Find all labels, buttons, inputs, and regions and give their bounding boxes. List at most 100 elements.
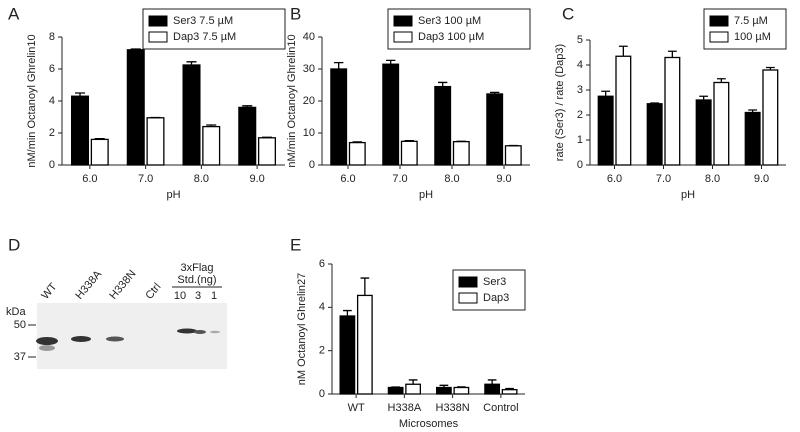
x-axis-label: pH (681, 189, 695, 201)
y-tick-label: 0 (577, 159, 583, 171)
error-bar (206, 124, 217, 127)
y-tick-label: 6 (319, 258, 325, 270)
bar (453, 386, 470, 395)
bar (504, 145, 522, 166)
blot-image (37, 303, 227, 369)
y-tick-label: 0 (49, 159, 55, 171)
y-tick-label: 8 (49, 31, 55, 43)
y-tick-label: 0 (309, 159, 315, 171)
error-bar (487, 379, 497, 385)
error-bar (457, 386, 466, 388)
bar (405, 383, 422, 395)
bar (664, 56, 681, 166)
bar (382, 63, 400, 166)
lane-label: Ctrl (143, 281, 163, 302)
bar (486, 93, 504, 166)
bar (452, 140, 470, 166)
legend-label: Dap3 100 µM (418, 31, 484, 43)
x-tick-label: H338N (436, 402, 470, 414)
legend-swatch (393, 15, 413, 27)
y-tick-label: 3 (577, 84, 583, 96)
blot-bands (36, 328, 220, 351)
legend-swatch (458, 276, 478, 288)
y-tick-label: 5 (577, 34, 583, 46)
error-bar (404, 140, 414, 142)
bar (434, 85, 452, 166)
y-tick-label: 2 (319, 345, 325, 357)
marker-label: 37 (14, 351, 26, 363)
x-tick-label: 7.0 (392, 173, 407, 185)
bar (501, 389, 518, 395)
legend-swatch (148, 31, 168, 43)
legend-swatch (393, 31, 413, 43)
x-tick-label: WT (348, 402, 365, 414)
bar (695, 99, 712, 166)
panel-letter: B (290, 4, 301, 23)
y-axis-label: nM Octanoyl Ghrelin27 (296, 273, 308, 386)
y-tick-label: 6 (49, 63, 55, 75)
bar (348, 141, 366, 166)
y-tick-label: 40 (303, 31, 315, 43)
y-tick-label: 20 (303, 95, 315, 107)
standard-label: 3xFlag (180, 262, 213, 274)
x-tick-label: 7.0 (138, 173, 153, 185)
error-bar (667, 50, 677, 58)
bar (615, 55, 632, 166)
error-bar (94, 137, 105, 140)
y-tick-label: 4 (49, 95, 55, 107)
legend-swatch (709, 31, 729, 43)
bar (484, 383, 501, 395)
marker-label: 50 (14, 319, 26, 331)
panel-letter: D (8, 235, 20, 254)
legend-label: Ser3 100 µM (418, 15, 481, 27)
x-tick-label: Control (483, 402, 518, 414)
bar (257, 137, 277, 166)
legend-label: Ser3 (483, 276, 506, 288)
y-tick-label: 1 (577, 134, 583, 146)
standard-lane: 3 (195, 290, 201, 302)
error-bar (505, 387, 514, 390)
error-bar (130, 48, 141, 50)
error-bar (186, 61, 197, 65)
error-bar (490, 91, 500, 94)
error-bar (748, 109, 758, 113)
y-tick-label: 0 (319, 388, 325, 400)
error-bar (699, 95, 709, 100)
bar (202, 125, 221, 166)
bar (762, 69, 779, 166)
bar (744, 111, 761, 166)
bar (71, 95, 90, 166)
standard-lane: 10 (174, 290, 186, 302)
x-axis-label: pH (419, 189, 433, 201)
y-tick-label: 2 (577, 109, 583, 121)
y-axis-label: nM/min Octanoyl Ghrelin10 (286, 34, 298, 167)
legend-label: 100 µM (734, 31, 771, 43)
error-bar (716, 78, 726, 83)
bar (356, 294, 373, 395)
x-tick-label: 7.0 (656, 173, 671, 185)
bar (646, 103, 663, 166)
bar (713, 81, 730, 166)
panel-letter: E (290, 235, 301, 254)
error-bar (386, 59, 396, 65)
bar (330, 68, 348, 166)
panel-letter: A (8, 4, 20, 23)
error-bar (343, 309, 352, 316)
x-tick-label: 8.0 (444, 173, 459, 185)
legend-label: 7.5 µM (734, 15, 768, 27)
x-tick-label: 6.0 (340, 173, 355, 185)
x-tick-label: 9.0 (754, 173, 769, 185)
x-tick-label: 6.0 (82, 173, 97, 185)
bar (339, 315, 356, 395)
panel-letter: C (562, 4, 574, 23)
y-tick-label: 4 (577, 59, 583, 71)
error-bar (439, 384, 449, 388)
bar (387, 386, 404, 395)
lane-label: WT (39, 281, 59, 302)
bar (400, 140, 418, 166)
x-tick-label: H338A (388, 402, 422, 414)
error-bar (765, 66, 775, 70)
bar (238, 106, 257, 166)
legend-label: Ser3 7.5 µM (173, 15, 233, 27)
